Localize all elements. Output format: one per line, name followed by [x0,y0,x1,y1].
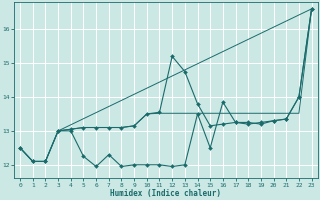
X-axis label: Humidex (Indice chaleur): Humidex (Indice chaleur) [110,189,221,198]
